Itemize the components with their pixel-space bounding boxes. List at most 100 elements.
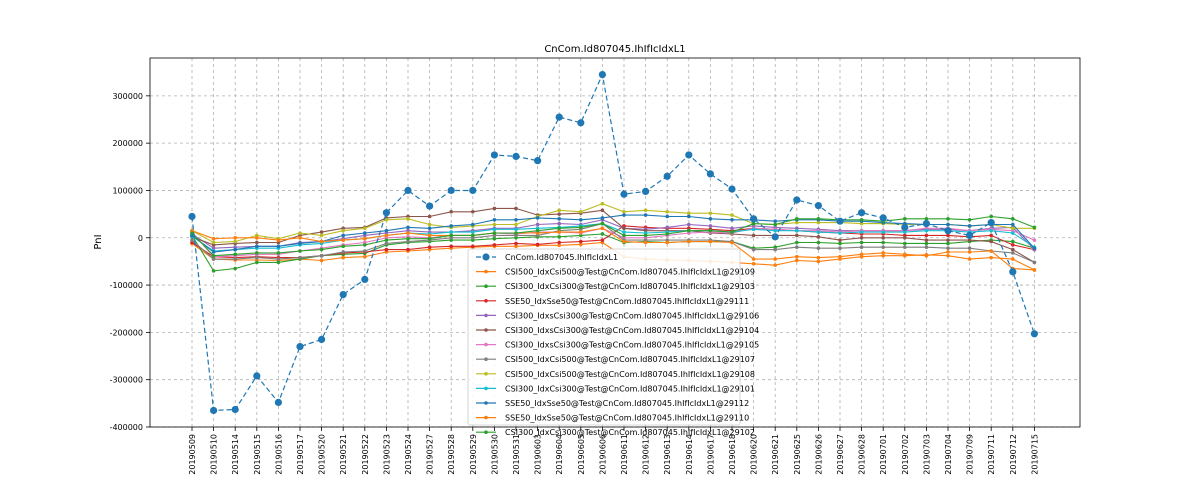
data-point bbox=[1011, 222, 1015, 227]
y-tick-label: 200000 bbox=[112, 139, 143, 148]
data-point bbox=[492, 206, 497, 211]
data-point bbox=[319, 233, 324, 238]
chart-title: CnCom.Id807045.IhIfIcIdxL1 bbox=[544, 44, 685, 55]
data-point bbox=[298, 235, 302, 240]
x-tick-label: 20190530 bbox=[490, 434, 499, 475]
data-point bbox=[427, 222, 432, 227]
data-point bbox=[363, 249, 367, 253]
x-tick-label: 20190612 bbox=[642, 434, 651, 475]
data-point bbox=[816, 246, 821, 250]
data-point bbox=[708, 217, 713, 221]
data-point bbox=[751, 261, 756, 266]
data-point bbox=[253, 372, 261, 380]
data-point bbox=[966, 231, 974, 240]
data-point bbox=[1011, 239, 1015, 244]
data-point bbox=[642, 187, 650, 196]
data-point bbox=[881, 235, 885, 240]
data-point bbox=[341, 255, 346, 260]
legend-swatch-marker bbox=[484, 415, 488, 420]
data-point bbox=[706, 170, 715, 178]
legend-swatch-marker bbox=[484, 372, 488, 376]
data-point bbox=[557, 212, 561, 216]
data-point bbox=[989, 214, 993, 219]
data-point bbox=[211, 257, 216, 261]
series-line bbox=[191, 215, 1035, 257]
data-point bbox=[967, 217, 972, 222]
data-point bbox=[233, 266, 237, 271]
data-point bbox=[384, 233, 389, 238]
data-point bbox=[773, 219, 777, 224]
legend-entry: SSE50_IdxSse50@Test@CnCom.Id807045.IhIfI… bbox=[505, 414, 749, 423]
data-point bbox=[427, 226, 432, 231]
y-tick-label: -300000 bbox=[110, 376, 143, 385]
x-tick-label: 20190606 bbox=[598, 434, 607, 475]
legend: CnCom.Id807045.IhIfIcIdxL1 CSI500_IdxCsi5… bbox=[467, 248, 759, 437]
x-tick-label: 20190709 bbox=[966, 434, 975, 475]
data-point bbox=[1011, 247, 1015, 252]
legend-entry: CnCom.Id807045.IhIfIcIdxL1 bbox=[505, 253, 618, 262]
series-line bbox=[191, 227, 1035, 258]
data-point bbox=[190, 238, 194, 242]
x-tick-label: 20190712 bbox=[1009, 434, 1018, 475]
data-point bbox=[190, 231, 194, 235]
data-point bbox=[361, 275, 369, 283]
data-point bbox=[751, 227, 756, 232]
data-point bbox=[427, 233, 432, 238]
data-point bbox=[341, 228, 346, 233]
data-point bbox=[643, 233, 648, 238]
data-point bbox=[254, 260, 259, 265]
series-line bbox=[191, 203, 1035, 244]
series-line bbox=[191, 214, 1035, 253]
x-tick-label: 20190703 bbox=[922, 434, 931, 475]
data-point bbox=[211, 253, 216, 258]
x-tick-label: 20190517 bbox=[296, 434, 305, 475]
data-point bbox=[1011, 257, 1015, 261]
data-point bbox=[382, 209, 390, 217]
data-point bbox=[600, 221, 605, 226]
data-point bbox=[816, 235, 821, 239]
legend-swatch-marker bbox=[484, 430, 488, 435]
data-point bbox=[471, 233, 475, 238]
y-axis-label: PnI bbox=[93, 234, 104, 249]
data-point bbox=[406, 247, 410, 252]
data-point bbox=[471, 209, 475, 214]
series-line bbox=[191, 223, 1035, 252]
data-point bbox=[622, 233, 626, 238]
data-point bbox=[557, 240, 561, 245]
legend-entry: CSI300_IdxCsi300@Test@CnCom.Id807045.IhI… bbox=[505, 384, 755, 393]
data-point bbox=[793, 196, 801, 204]
data-point bbox=[535, 228, 540, 233]
data-point bbox=[643, 240, 648, 245]
data-point bbox=[967, 246, 972, 250]
x-tick-label: 20190702 bbox=[901, 434, 910, 475]
data-point bbox=[211, 269, 216, 273]
data-point bbox=[341, 250, 346, 254]
data-point bbox=[363, 243, 367, 247]
data-point bbox=[924, 238, 929, 242]
data-point bbox=[708, 224, 713, 228]
x-tick-label: 20190521 bbox=[339, 434, 348, 475]
legend-swatch-marker bbox=[484, 357, 488, 362]
x-tick-label: 20190520 bbox=[318, 434, 327, 475]
data-point bbox=[406, 231, 410, 235]
data-point bbox=[663, 172, 671, 180]
data-point bbox=[1009, 268, 1017, 276]
data-point bbox=[1030, 330, 1038, 338]
data-point bbox=[946, 233, 950, 238]
y-tick-label: -400000 bbox=[110, 423, 143, 432]
x-tick-label: 20190523 bbox=[382, 434, 391, 475]
data-point bbox=[922, 219, 931, 228]
data-point bbox=[557, 221, 561, 226]
data-point bbox=[750, 215, 758, 223]
data-point bbox=[687, 228, 691, 233]
data-point bbox=[319, 239, 324, 244]
data-point bbox=[534, 157, 542, 165]
data-point bbox=[881, 251, 885, 255]
data-point bbox=[773, 263, 777, 268]
data-point bbox=[946, 250, 950, 254]
legend-swatch-marker bbox=[484, 401, 488, 405]
data-point bbox=[838, 254, 842, 259]
data-point bbox=[514, 244, 518, 249]
legend-swatch-marker bbox=[484, 342, 488, 347]
data-point bbox=[665, 232, 669, 236]
